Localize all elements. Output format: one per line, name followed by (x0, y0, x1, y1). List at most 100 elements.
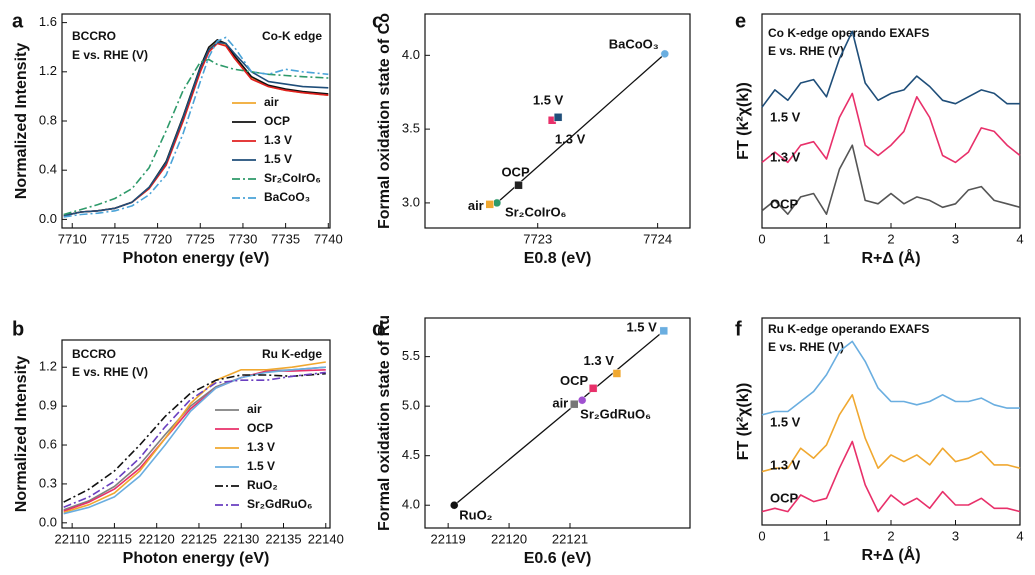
y-tick-label: 4.5 (402, 447, 420, 462)
series-label: 1.5 V (770, 109, 801, 124)
annotation: E vs. RHE (V) (768, 44, 844, 58)
panel-label: c (372, 10, 383, 32)
data-line (761, 30, 1020, 108)
panel-label: a (12, 10, 24, 32)
legend-label: 1.3 V (264, 133, 292, 147)
x-tick-label: 22115 (97, 531, 132, 546)
annotation: E vs. RHE (V) (72, 48, 148, 62)
legend-label: OCP (264, 114, 290, 128)
plot-frame (424, 13, 691, 229)
data-line (63, 361, 326, 514)
plot-frame (61, 339, 331, 529)
legend-label: Sr₂GdRuO₆ (247, 497, 312, 511)
x-tick-label: 22121 (552, 531, 588, 546)
annotation: Ru K-edge (262, 347, 322, 361)
data-line (63, 369, 326, 512)
point (612, 369, 622, 378)
x-tick-label: 7710 (58, 231, 87, 246)
data-line (761, 394, 1021, 473)
point (485, 200, 495, 209)
legend-label: OCP (247, 421, 273, 435)
x-tick-label: 22140 (308, 531, 344, 546)
y-tick-label: 0.9 (39, 398, 57, 413)
annotation: E vs. RHE (V) (72, 365, 148, 379)
data-line (761, 144, 1021, 215)
data-line (761, 440, 1021, 513)
y-tick-label: 0.0 (39, 514, 57, 529)
annotation: E vs. RHE (V) (768, 340, 844, 354)
fit-line (496, 53, 666, 204)
y-tick-label: 1.6 (39, 14, 57, 29)
y-tick-label: 1.2 (39, 359, 57, 374)
y-tick-label: 0.6 (39, 436, 57, 451)
point (659, 326, 669, 336)
y-axis-title: Normalized Intensity (13, 356, 30, 513)
point (553, 113, 563, 122)
x-tick-label: 0 (758, 528, 765, 543)
y-axis-title: Formal oxidation state of Co (376, 13, 393, 229)
annotation: Co K-edge operando EXAFS (768, 26, 929, 40)
legend-label: 1.3 V (247, 440, 275, 454)
legend-label: air (247, 402, 262, 416)
x-tick-label: 22120 (491, 531, 527, 546)
x-tick-label: 22119 (431, 531, 466, 546)
y-axis-title: Normalized Intensity (13, 43, 30, 200)
fit-line (453, 330, 665, 506)
point-label: Sr₂GdRuO₆ (580, 407, 651, 422)
x-axis-title: E0.8 (eV) (524, 250, 592, 267)
y-tick-label: 0.0 (39, 211, 57, 226)
y-tick-label: 5.5 (402, 348, 420, 363)
data-line (63, 366, 326, 515)
x-tick-label: 22110 (55, 531, 90, 546)
y-axis-title: Formal oxidation state of Ru (376, 315, 393, 531)
x-tick-label: 7730 (228, 231, 257, 246)
point-label: 1.5 V (626, 319, 657, 334)
series-label: 1.3 V (770, 457, 801, 472)
y-tick-label: 0.8 (39, 112, 57, 127)
data-line (761, 92, 1021, 164)
point-label: Sr₂CoIrO₆ (505, 204, 567, 219)
series-label: OCP (770, 490, 799, 505)
x-tick-label: 7720 (143, 231, 172, 246)
x-tick-label: 7724 (643, 231, 672, 246)
legend-label: RuO₂ (247, 478, 278, 492)
x-axis-title: R+Δ (Å) (861, 545, 920, 564)
x-tick-label: 22135 (265, 531, 301, 546)
y-axis-title: FT (k²χ(k)) (735, 82, 752, 160)
legend-label: BaCoO₃ (264, 190, 310, 204)
x-tick-label: 2 (887, 528, 894, 543)
point-label: RuO₂ (459, 508, 492, 523)
y-tick-label: 4.0 (402, 497, 420, 512)
y-tick-label: 4.0 (402, 47, 420, 62)
data-line (63, 58, 329, 216)
y-tick-label: 5.0 (402, 398, 420, 413)
x-axis-title: Photon energy (eV) (123, 250, 270, 267)
x-tick-label: 2 (887, 231, 894, 246)
panel-label: d (372, 318, 384, 340)
annotation: Ru K-edge operando EXAFS (768, 322, 929, 336)
point (514, 180, 523, 190)
x-tick-label: 7740 (314, 231, 343, 246)
legend-label: 1.5 V (264, 152, 292, 166)
y-tick-label: 0.3 (39, 475, 57, 490)
y-tick-label: 0.4 (39, 162, 57, 177)
point (577, 395, 587, 405)
x-tick-label: 4 (1016, 528, 1023, 543)
x-tick-label: 7715 (100, 231, 129, 246)
annotation: BCCRO (72, 347, 116, 361)
x-tick-label: 22125 (181, 531, 217, 546)
x-axis-title: Photon energy (eV) (123, 550, 270, 567)
y-tick-label: 1.2 (39, 63, 57, 78)
point (588, 384, 598, 393)
data-line (63, 372, 326, 503)
point (660, 49, 670, 59)
legend-label: air (264, 95, 279, 109)
annotation: BCCRO (72, 29, 116, 43)
point-label: 1.3 V (584, 353, 615, 368)
x-tick-label: 1 (823, 231, 830, 246)
point-label: OCP (501, 165, 530, 180)
series-label: OCP (770, 196, 799, 211)
legend-label: 1.5 V (247, 459, 275, 473)
legend-label: Sr₂CoIrO₆ (264, 171, 321, 185)
x-tick-label: 0 (758, 231, 765, 246)
